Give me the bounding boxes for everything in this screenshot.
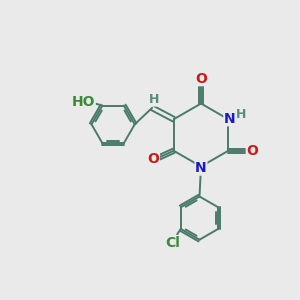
- Text: N: N: [224, 112, 236, 126]
- Text: O: O: [147, 152, 159, 166]
- Text: H: H: [236, 108, 246, 121]
- Text: HO: HO: [72, 95, 95, 109]
- Text: O: O: [246, 144, 258, 158]
- Text: Cl: Cl: [165, 236, 180, 250]
- Text: N: N: [195, 161, 207, 175]
- Text: O: O: [195, 72, 207, 86]
- Text: H: H: [149, 93, 160, 106]
